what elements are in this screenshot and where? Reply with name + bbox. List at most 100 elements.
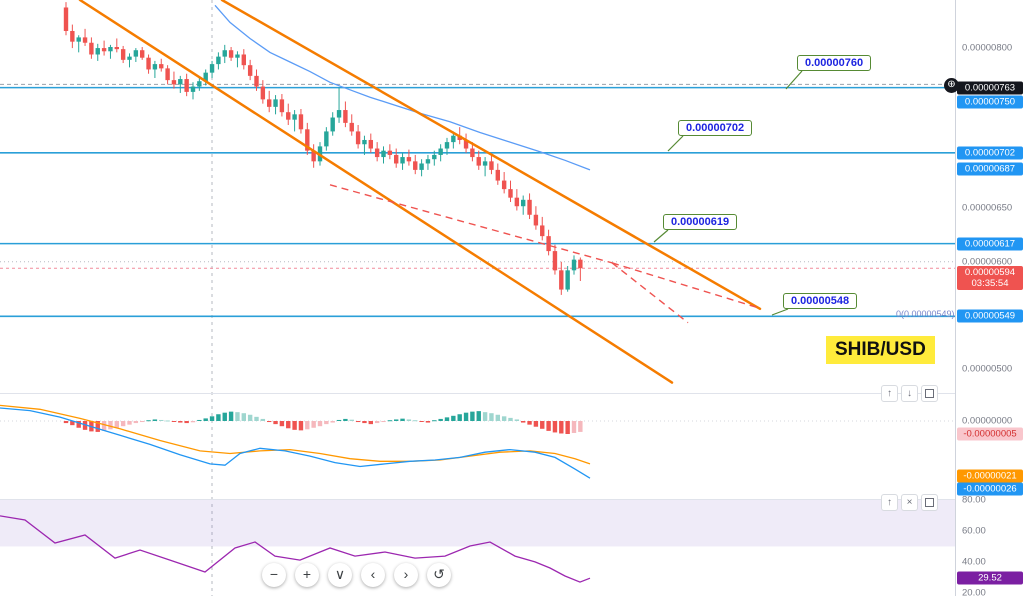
price-callout[interactable]: 0.00000760	[797, 55, 872, 71]
candle	[489, 161, 494, 170]
price-tick: 0.00000800	[962, 42, 1013, 54]
candle	[76, 37, 81, 42]
price-callout[interactable]: 0.00000702	[678, 120, 753, 136]
price-tick: 0.00000650	[962, 202, 1013, 214]
candle	[438, 148, 443, 155]
collapse-button[interactable]: ∨	[328, 563, 352, 587]
price-axis[interactable]: 0.00000800 0.00000650 0.00000600 0.00000500…	[955, 0, 1024, 598]
price-level-badge: 0.00000687	[957, 162, 1023, 176]
candle	[482, 161, 488, 166]
macd-signal-line	[0, 404, 591, 465]
macd-hist-bar	[298, 421, 304, 431]
macd-hist-bar	[311, 421, 316, 428]
macd-hist-bar	[565, 421, 570, 434]
move-down-button[interactable]: ↓	[901, 385, 918, 402]
macd-hist-bar	[470, 411, 475, 421]
macd-hist-bar	[336, 419, 342, 421]
price-callout[interactable]: 0.00000548	[783, 293, 858, 309]
macd-hist-bar	[286, 421, 291, 429]
macd-hist-bar	[374, 421, 380, 424]
macd-hist-bar	[381, 421, 386, 423]
chart-canvas[interactable]	[0, 0, 955, 596]
macd-hist-bar	[108, 421, 113, 430]
move-up-button[interactable]: ↑	[881, 494, 898, 511]
macd-hist-bar	[254, 416, 259, 421]
candle	[178, 79, 183, 85]
candle	[159, 64, 164, 69]
zoom-in-button[interactable]: +	[295, 563, 319, 587]
macd-hist-bar	[159, 419, 164, 421]
candle	[413, 161, 418, 170]
macd-hist-bar	[330, 421, 335, 423]
macd-hist-bar	[527, 421, 532, 425]
candle	[146, 57, 151, 70]
maximize-button[interactable]	[921, 494, 938, 511]
macd-value-badge: -0.00000026	[957, 482, 1023, 496]
price-level-badge: 0.00000702	[957, 146, 1023, 160]
macd-hist-bar	[165, 420, 170, 422]
macd-hist-bar	[400, 418, 405, 421]
projection-dashed-line[interactable]	[611, 262, 759, 309]
macd-hist-bar	[76, 421, 81, 428]
candle	[336, 110, 342, 118]
close-button[interactable]: ×	[901, 494, 918, 511]
candle	[578, 259, 583, 269]
macd-hist-bar	[457, 414, 462, 421]
move-up-button[interactable]: ↑	[881, 385, 898, 402]
macd-hist-bar	[451, 415, 456, 421]
macd-hist-bar	[222, 412, 227, 421]
candle	[114, 47, 119, 50]
maximize-button[interactable]	[921, 385, 938, 402]
macd-hist-bar	[444, 417, 450, 421]
macd-hist-bar	[133, 421, 139, 424]
macd-hist-bar	[267, 421, 272, 423]
projection-dashed-line[interactable]	[329, 184, 613, 264]
macd-hist-bar	[203, 418, 208, 421]
macd-hist-bar	[432, 420, 437, 422]
trend-channel-line[interactable]	[78, 0, 674, 384]
macd-hist-bar	[209, 416, 215, 421]
candle	[247, 65, 253, 76]
macd-hist-bar	[305, 421, 310, 430]
macd-hist-bar	[425, 421, 431, 423]
candle	[184, 79, 189, 92]
pane-separator[interactable]	[0, 393, 1024, 394]
candle	[476, 157, 481, 166]
macd-hist-bar	[501, 416, 507, 421]
candle	[273, 99, 278, 107]
candle	[406, 157, 412, 162]
macd-hist-bar	[546, 421, 551, 431]
candle	[89, 42, 94, 55]
candle	[197, 81, 202, 87]
price-level-badge: 0.00000763	[957, 81, 1023, 95]
macd-hist-bar	[317, 421, 323, 427]
candle	[527, 199, 532, 215]
candle	[368, 139, 373, 149]
pan-left-button[interactable]: ‹	[361, 563, 385, 587]
macd-hist-bar	[101, 421, 107, 431]
trend-channel-line[interactable]	[220, 0, 762, 311]
projection-dashed-line[interactable]	[611, 262, 689, 324]
candle	[444, 142, 450, 149]
candle	[235, 54, 240, 58]
macd-hist-bar	[260, 418, 266, 421]
rsi-value-badge: 29.52	[957, 571, 1023, 585]
candle	[228, 50, 234, 58]
pane-separator[interactable]	[0, 499, 1024, 500]
candle	[355, 131, 361, 145]
candle	[508, 189, 513, 198]
macd-hist-bar	[241, 413, 246, 421]
candle	[381, 150, 386, 158]
zoom-out-button[interactable]: −	[262, 563, 286, 587]
rsi-tick: 80.00	[962, 494, 986, 506]
candle	[120, 49, 126, 60]
candle	[540, 225, 545, 237]
pan-right-button[interactable]: ›	[394, 563, 418, 587]
rsi-band	[0, 500, 955, 547]
reset-chart-button[interactable]: ↺	[427, 563, 451, 587]
price-marker-icon[interactable]: ⊕	[944, 78, 959, 93]
price-callout[interactable]: 0.00000619	[663, 214, 738, 230]
maximize-icon	[925, 498, 934, 507]
candle	[559, 270, 564, 290]
price-level-badge: 0.00000617	[957, 237, 1023, 251]
